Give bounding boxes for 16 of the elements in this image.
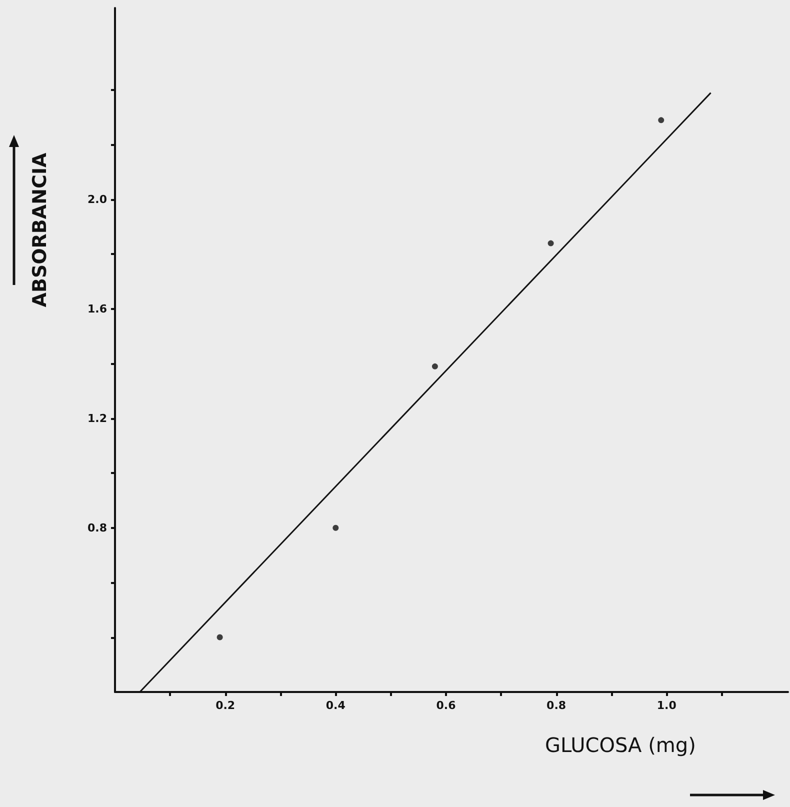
- x-tick-label: 1.0: [656, 699, 677, 712]
- point: [332, 524, 339, 531]
- y-tick-label: 1.6: [88, 302, 108, 316]
- x-tick-label: 0.8: [546, 699, 566, 712]
- y-tick-label: 1.2: [88, 412, 107, 425]
- x-tick-label: 0.2: [216, 699, 236, 712]
- x-tick-label: 0.4: [326, 699, 346, 712]
- point: [658, 117, 664, 124]
- y-tick-label: 0.8: [88, 521, 107, 534]
- point: [548, 240, 554, 246]
- x-axis-title: GLUCOSA (mg): [545, 733, 696, 757]
- y-tick-label: 2.0: [88, 193, 108, 206]
- y-axis-title: ABSORBANCIA: [29, 152, 51, 308]
- point: [432, 363, 438, 370]
- x-tick-label: 0.6: [436, 699, 456, 712]
- point: [216, 634, 223, 640]
